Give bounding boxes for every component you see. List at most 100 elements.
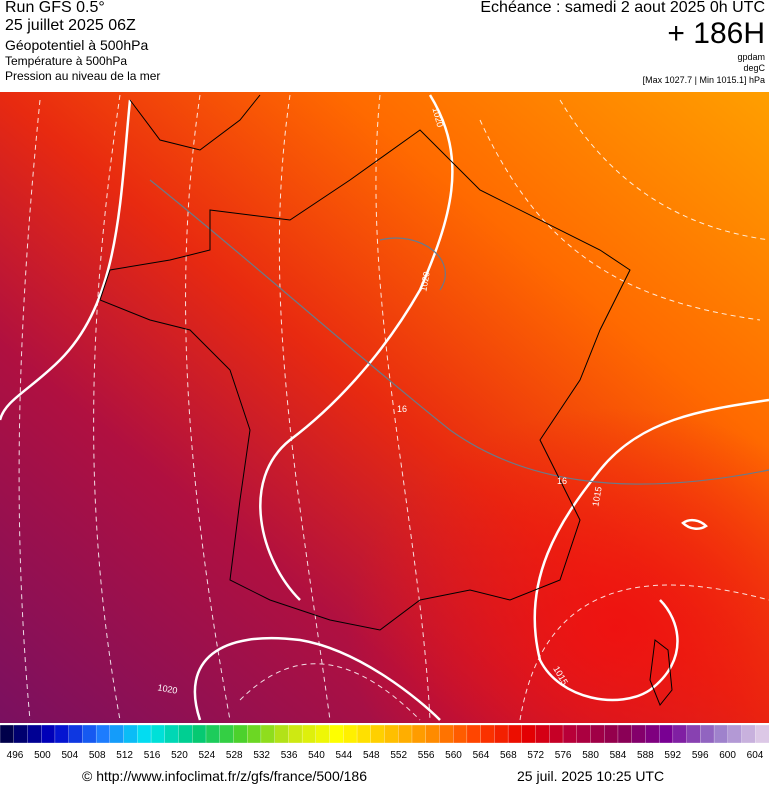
- colorbar-label: 512: [116, 750, 133, 761]
- colorbar-cell: [315, 724, 331, 744]
- contour-label: 16: [557, 476, 567, 486]
- colorbar-cell: [192, 724, 207, 744]
- colorbar-cell: [672, 724, 688, 744]
- colorbar-cell: [370, 724, 386, 744]
- colorbar-label: 596: [692, 750, 709, 761]
- colorbar-label: 504: [61, 750, 78, 761]
- contour-label: 16: [397, 404, 407, 414]
- colorbar-label: 544: [336, 750, 353, 761]
- colorbar-label: 548: [363, 750, 380, 761]
- colorbar-label: 500: [34, 750, 51, 761]
- colorbar-cell: [41, 724, 56, 744]
- colorbar-label: 600: [719, 750, 736, 761]
- header-text: Pression au niveau de la mer: [5, 69, 160, 83]
- colorbar-cell: [288, 724, 303, 744]
- colorbar-cell: [247, 724, 262, 744]
- contour-label: 1015: [590, 486, 603, 507]
- contour-label: 1020: [418, 271, 431, 292]
- colorbar-label: 532: [253, 750, 270, 761]
- colorbar-label: 572: [527, 750, 544, 761]
- header-text: Run GFS 0.5°: [5, 0, 105, 16]
- colorbar-cell: [658, 724, 674, 744]
- colorbar-cell: [27, 724, 42, 744]
- colorbar-cell: [68, 724, 84, 744]
- colorbar-cell: [631, 724, 647, 744]
- header-text: 25 juillet 2025 06Z: [5, 17, 136, 34]
- colorbar-cell: [700, 724, 715, 744]
- footer-source: © http://www.infoclimat.fr/z/gfs/france/…: [82, 768, 367, 784]
- colorbar-cell: [343, 724, 358, 744]
- colorbar-cell: [205, 724, 221, 744]
- colorbar-cell: [384, 724, 399, 744]
- colorbar-label: 496: [7, 750, 24, 761]
- colorbar-cell: [425, 724, 441, 744]
- colorbar-cell: [13, 724, 29, 744]
- colorbar-label: 564: [473, 750, 490, 761]
- colorbar-cell: [219, 724, 235, 744]
- colorbar-label: 604: [747, 750, 764, 761]
- colorbar-cell: [507, 724, 523, 744]
- colorbar-cell: [233, 724, 248, 744]
- colorbar-label: 520: [171, 750, 188, 761]
- colorbar-cell: [398, 724, 413, 744]
- footer-date: 25 juil. 2025 10:25 UTC: [517, 768, 664, 784]
- colorbar-cell: [260, 724, 276, 744]
- colorbar-cell: [329, 724, 344, 744]
- colorbar-cell: [617, 724, 633, 744]
- colorbar-cell: [54, 724, 70, 744]
- contour-label: 1020: [157, 682, 178, 695]
- colorbar-cell: [535, 724, 550, 744]
- colorbar-cell: [576, 724, 592, 744]
- colorbar-cell: [480, 724, 496, 744]
- header-text: Géopotentiel à 500hPa: [5, 37, 148, 53]
- colorbar-label: 508: [89, 750, 106, 761]
- colorbar-label: 536: [281, 750, 298, 761]
- colorbar-cell: [727, 724, 743, 744]
- colorbar-label: 580: [582, 750, 599, 761]
- colorbar-cell: [453, 724, 468, 744]
- colorbar-cell: [549, 724, 564, 744]
- colorbar-label: 516: [144, 750, 161, 761]
- colorbar-label: 568: [500, 750, 517, 761]
- colorbar-cell: [494, 724, 509, 744]
- colorbar-cell: [686, 724, 701, 744]
- colorbar-label: 556: [418, 750, 435, 761]
- colorbar-cell: [521, 724, 537, 744]
- colorbar-cell: [82, 724, 97, 744]
- colorbar-cell: [604, 724, 619, 744]
- colorbar-cell: [95, 724, 111, 744]
- colorbar-cell: [562, 724, 578, 744]
- colorbar-label: 528: [226, 750, 243, 761]
- colorbar-cell: [137, 724, 152, 744]
- colorbar-cell: [123, 724, 138, 744]
- colorbar-cell: [713, 724, 729, 744]
- colorbar-cell: [178, 724, 193, 744]
- colorbar-label: 576: [555, 750, 572, 761]
- colorbar-cell: [164, 724, 180, 744]
- colorbar-cell: [150, 724, 166, 744]
- colorbar-label: 584: [610, 750, 627, 761]
- colorbar-cell: [0, 724, 15, 744]
- colorbar-cell: [274, 724, 290, 744]
- colorbar-label: 560: [445, 750, 462, 761]
- colorbar-label: 552: [390, 750, 407, 761]
- colorbar-cell: [741, 724, 756, 744]
- colorbar-label: 588: [637, 750, 654, 761]
- colorbar-cell: [590, 724, 605, 744]
- header-text: Température à 500hPa: [5, 54, 127, 68]
- unit: degC: [743, 63, 765, 73]
- pressure-range: [Max 1027.7 | Min 1015.1] hPa: [643, 75, 765, 85]
- echeance: Echéance : samedi 2 aout 2025 0h UTC: [480, 0, 765, 16]
- colorbar-cell: [755, 724, 769, 744]
- colorbar-cell: [645, 724, 660, 744]
- map: [0, 92, 769, 723]
- colorbar-cell: [466, 724, 482, 744]
- colorbar-cell: [109, 724, 125, 744]
- colorbar-cell: [301, 724, 317, 744]
- colorbar-cell: [356, 724, 372, 744]
- colorbar-cell: [411, 724, 427, 744]
- lead-time: + 186H: [667, 17, 765, 50]
- colorbar-label: 540: [308, 750, 325, 761]
- colorbar-label: 524: [199, 750, 216, 761]
